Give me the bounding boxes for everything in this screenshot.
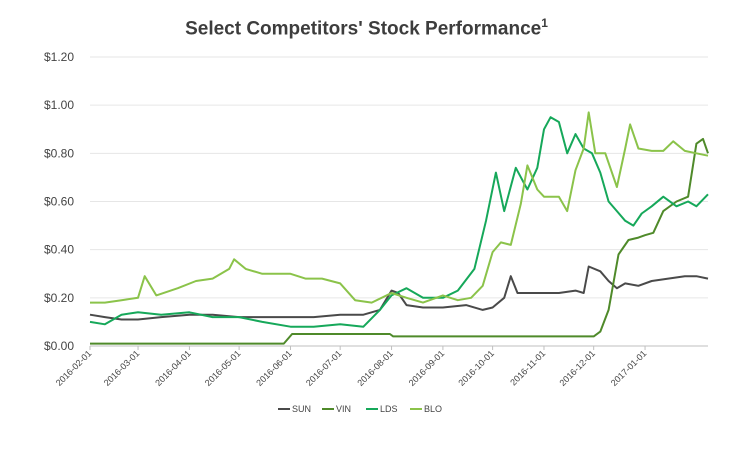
legend: SUN VIN LDS BLO	[278, 404, 442, 414]
y-tick-label: $0.40	[44, 243, 74, 257]
legend-label: LDS	[380, 404, 398, 414]
series-lines	[89, 111, 709, 345]
x-tick-label: 2016-06-01	[254, 348, 294, 388]
chart-title: Select Competitors' Stock Performance1	[0, 16, 733, 40]
series-line-lds	[89, 116, 709, 328]
chart-title-text: Select Competitors' Stock Performance	[185, 18, 542, 40]
legend-label: BLO	[424, 404, 442, 414]
x-tick-label: 2016-05-01	[203, 348, 243, 388]
series-line-blo	[90, 111, 709, 304]
chart-title-superscript: 1	[541, 16, 548, 30]
x-tick-label: 2016-07-01	[304, 348, 344, 388]
x-tick-label: 2016-11-01	[508, 348, 547, 387]
y-tick-label: $1.00	[44, 98, 74, 112]
x-tick-label: 2017-01-01	[609, 348, 649, 388]
series-line-vin	[90, 137, 709, 345]
y-tick-label: $0.80	[44, 146, 74, 160]
x-axis-ticks: 2016-02-01 2016-03-01 2016-04-01 2016-05-01…	[54, 346, 649, 388]
x-tick-label: 2016-03-01	[102, 348, 142, 388]
y-tick-label: $1.20	[44, 50, 74, 64]
legend-label: SUN	[292, 404, 311, 414]
legend-label: VIN	[336, 404, 351, 414]
y-axis-ticks: $0.00 $0.20 $0.40 $0.60 $0.80 $1.00 $1.20	[44, 50, 74, 353]
x-tick-label: 2016-12-01	[557, 348, 597, 388]
x-tick-label: 2016-04-01	[153, 348, 193, 388]
x-tick-label: 2016-08-01	[355, 348, 395, 388]
y-tick-label: $0.60	[44, 195, 74, 209]
x-tick-label: 2016-10-01	[456, 348, 496, 388]
y-tick-label: $0.00	[44, 339, 74, 353]
y-tick-label: $0.20	[44, 291, 74, 305]
x-tick-label: 2016-09-01	[407, 348, 447, 388]
gridlines	[90, 56, 708, 347]
x-tick-label: 2016-02-01	[54, 348, 94, 388]
